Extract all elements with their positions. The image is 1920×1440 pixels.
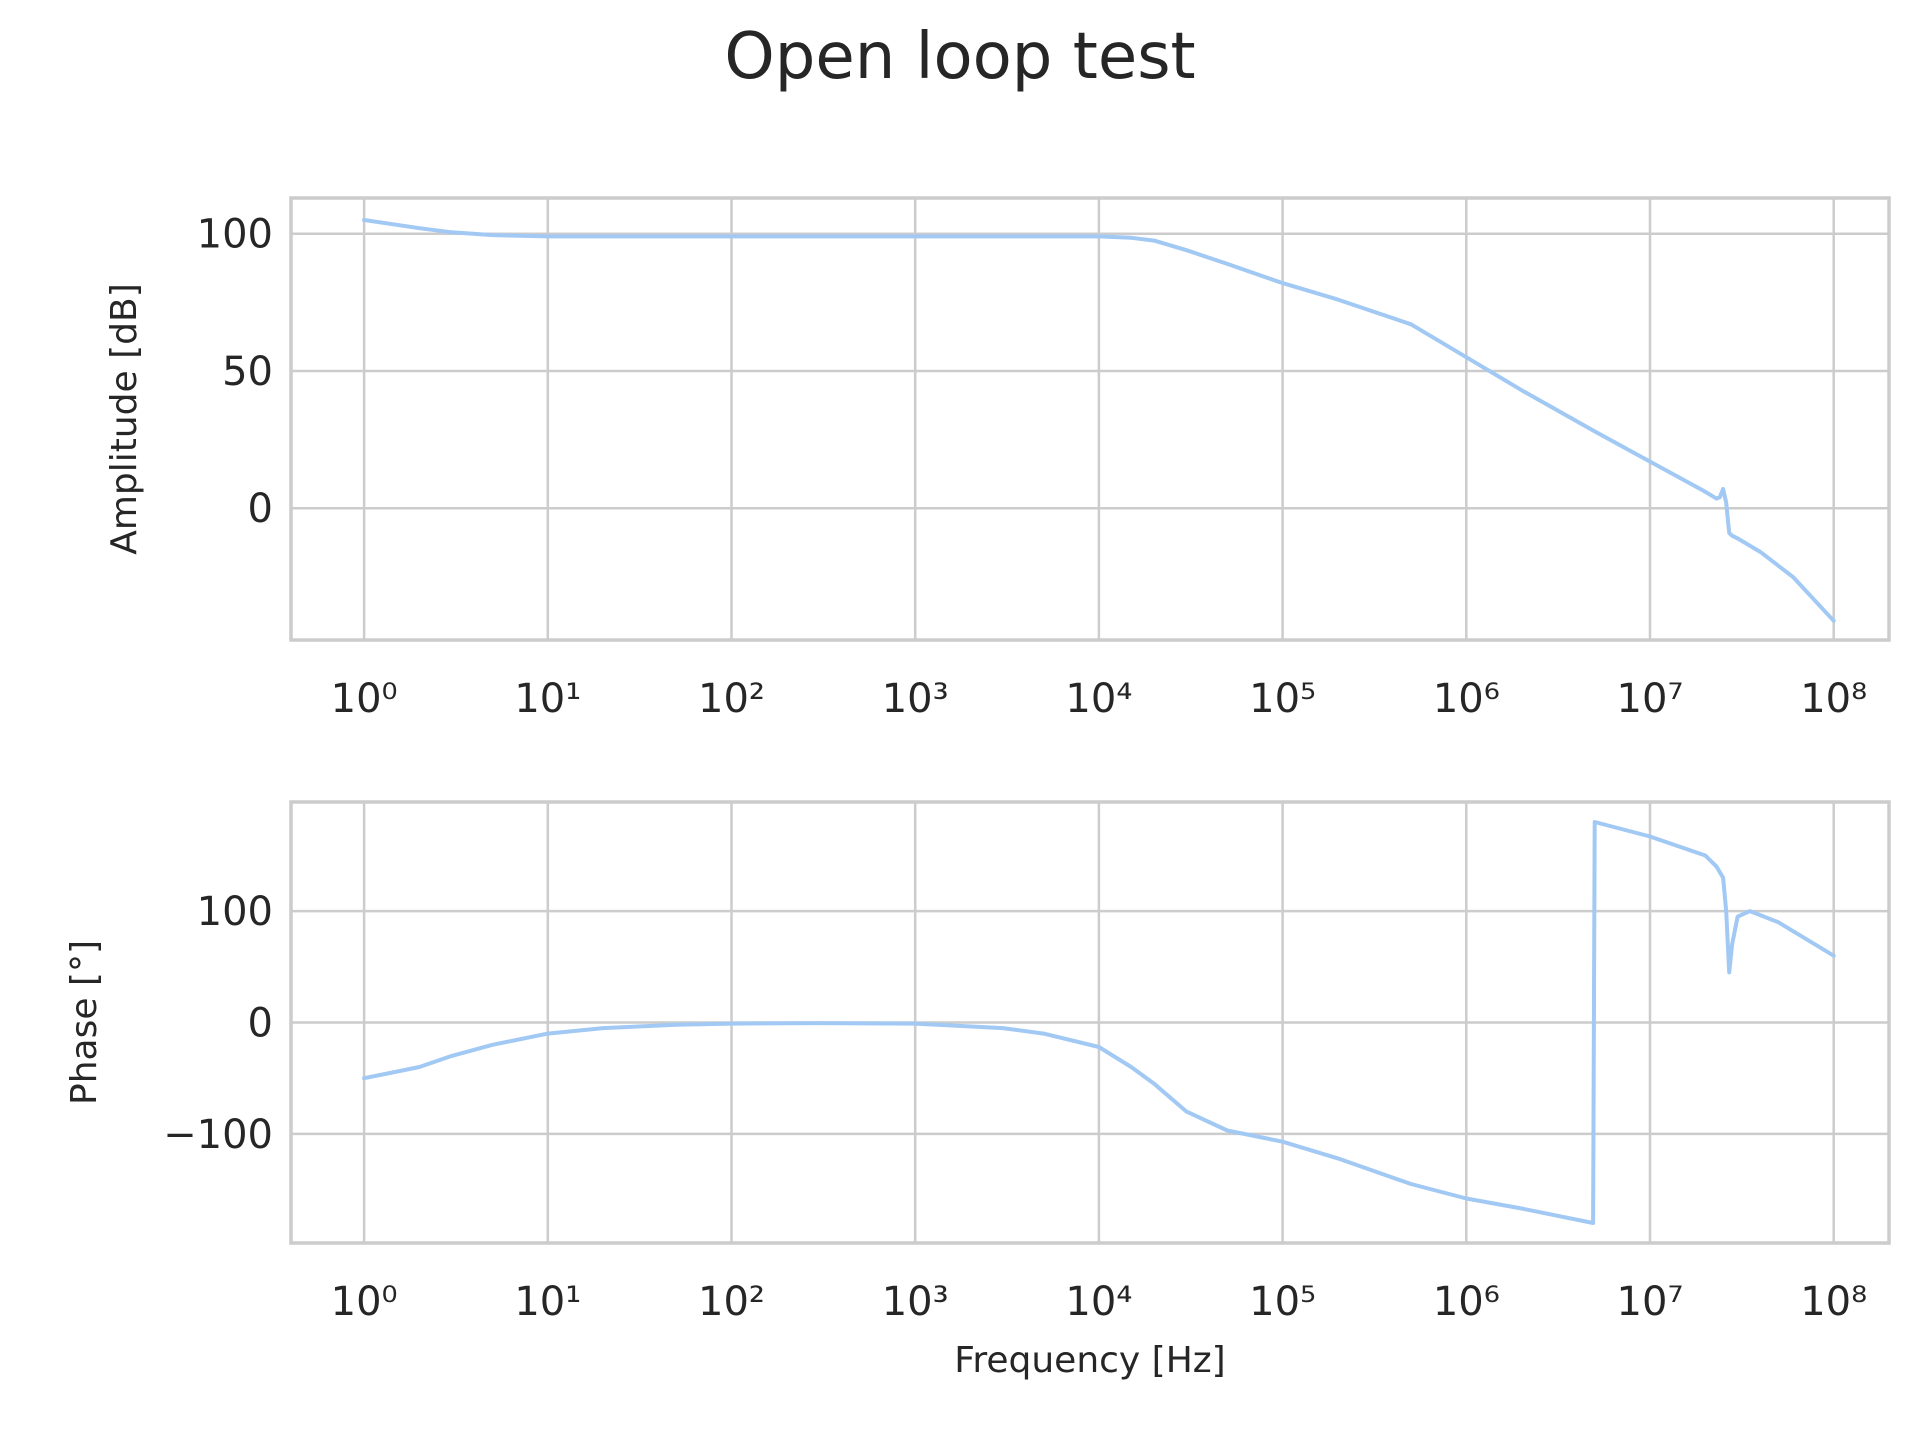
x-tick-label: 10³ — [882, 676, 949, 722]
phase-y-tick-labels: −100 0 100 — [163, 889, 273, 1158]
x-tick-label: 10⁰ — [331, 676, 398, 722]
y-tick-label: 0 — [248, 486, 273, 532]
amplitude-grid — [291, 198, 1889, 640]
x-tick-label: 10² — [698, 676, 765, 722]
x-tick-label: 10⁵ — [1249, 676, 1316, 722]
x-tick-label: 10⁷ — [1617, 676, 1684, 722]
x-tick-label: 10² — [698, 1279, 765, 1325]
x-tick-label: 10¹ — [514, 1279, 581, 1325]
phase-panel: 10⁰ 10¹ 10² 10³ 10⁴ 10⁵ 10⁶ 10⁷ 10⁸ −100 0 100 Pha… — [64, 800, 1891, 1381]
x-tick-label: 10⁰ — [331, 1279, 398, 1325]
phase-axes-frame — [289, 800, 1891, 1245]
x-tick-label: 10⁵ — [1249, 1279, 1316, 1325]
amplitude-axes-frame — [289, 196, 1891, 642]
amplitude-x-tick-labels: 10⁰ 10¹ 10² 10³ 10⁴ 10⁵ 10⁶ 10⁷ 10⁸ — [331, 676, 1868, 722]
y-tick-label: 100 — [197, 212, 273, 258]
amplitude-y-tick-labels: 0 50 100 — [197, 212, 273, 533]
phase-grid — [291, 802, 1889, 1243]
x-tick-label: 10⁸ — [1800, 676, 1867, 722]
amplitude-panel: 10⁰ 10¹ 10² 10³ 10⁴ 10⁵ 10⁶ 10⁷ 10⁸ 0 50 100 Ampli… — [104, 196, 1891, 722]
y-tick-label: 0 — [248, 1001, 273, 1047]
chart-title: Open loop test — [724, 20, 1195, 94]
x-tick-label: 10³ — [882, 1279, 949, 1325]
x-tick-label: 10⁶ — [1433, 1279, 1500, 1325]
y-tick-label: 100 — [197, 889, 273, 935]
y-tick-label: −100 — [163, 1112, 273, 1158]
x-tick-label: 10⁷ — [1617, 1279, 1684, 1325]
phase-series-line — [362, 820, 1836, 1225]
x-tick-label: 10⁴ — [1065, 1279, 1132, 1325]
x-tick-label: 10¹ — [514, 676, 581, 722]
amplitude-series-line — [362, 218, 1836, 623]
x-tick-label: 10⁶ — [1433, 676, 1500, 722]
phase-x-axis-label: Frequency [Hz] — [954, 1340, 1225, 1381]
amplitude-y-axis-label: Amplitude [dB] — [104, 283, 145, 555]
x-tick-label: 10⁴ — [1065, 676, 1132, 722]
x-tick-label: 10⁸ — [1800, 1279, 1867, 1325]
phase-x-tick-labels: 10⁰ 10¹ 10² 10³ 10⁴ 10⁵ 10⁶ 10⁷ 10⁸ — [331, 1279, 1868, 1325]
y-tick-label: 50 — [222, 349, 273, 395]
phase-y-axis-label: Phase [°] — [64, 940, 105, 1105]
